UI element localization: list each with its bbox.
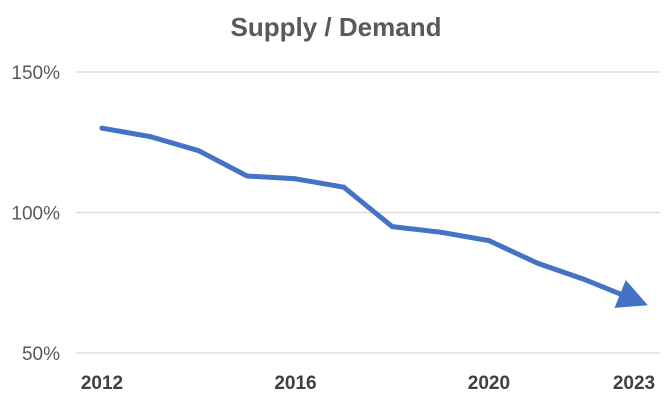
x-tick-label: 2020 [468,373,510,394]
x-tick-label: 2023 [613,373,655,394]
data-point [341,184,347,190]
data-point [244,173,250,179]
y-tick-label: 50% [22,344,60,365]
data-point [438,229,443,235]
y-tick-label: 100% [11,204,60,225]
data-point [486,238,492,244]
data-point [534,260,540,266]
x-tick-label: 2012 [81,373,123,394]
series-line [99,125,648,308]
data-point [147,134,153,140]
data-point [631,297,637,303]
data-point [99,125,105,131]
chart-title: Supply / Demand [230,12,442,42]
data-point [583,277,589,283]
y-tick-label: 150% [11,63,60,84]
data-point [196,148,202,154]
x-tick-label: 2016 [274,373,316,394]
data-point [293,176,298,182]
data-point [389,224,395,230]
